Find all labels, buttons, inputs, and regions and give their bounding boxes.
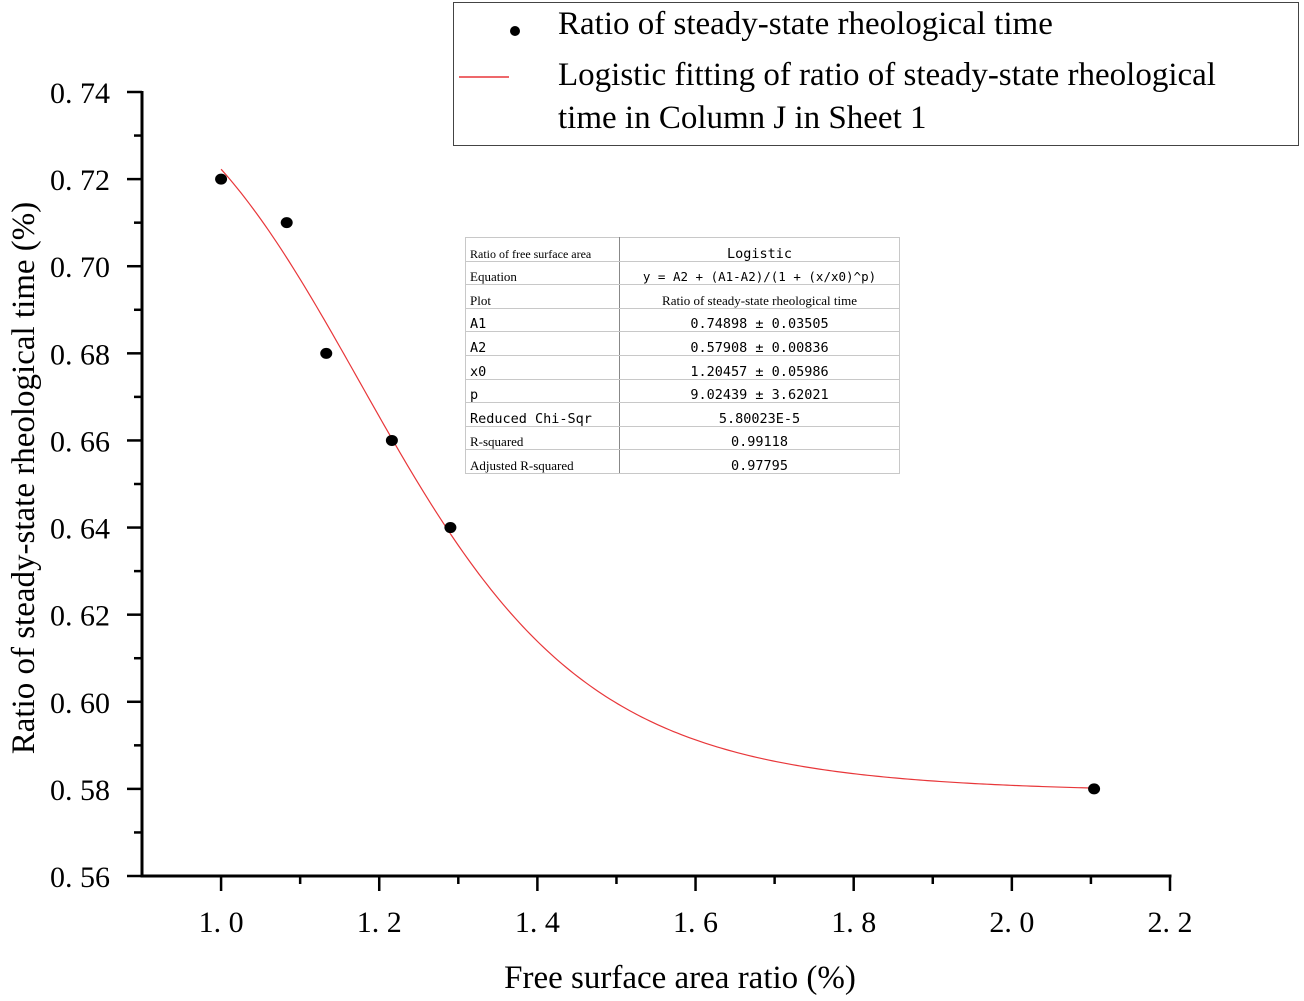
table-value: y = A2 + (A1-A2)/(1 + (x/x0)^p) xyxy=(619,260,900,286)
table-row: p 9.02439 ± 3.62021 xyxy=(465,378,900,404)
table-value: 0.74898 ± 0.03505 xyxy=(619,307,900,333)
y-tick-label: 0. 64 xyxy=(50,513,110,546)
table-value: Logistic xyxy=(619,237,900,262)
y-tick-label: 0. 56 xyxy=(50,861,110,894)
y-tick-label: 0. 68 xyxy=(50,338,110,371)
legend-scatter-label: Ratio of steady-state rheological time xyxy=(558,6,1053,42)
logistic-fit-curve xyxy=(220,168,1095,789)
x-tick-label: 1. 2 xyxy=(357,906,402,939)
x-tick-label: 1. 8 xyxy=(831,906,876,939)
data-points xyxy=(215,173,1101,795)
table-row: R-squared 0.99118 xyxy=(465,425,900,451)
data-point xyxy=(215,173,228,185)
scatter-legend-marker-icon xyxy=(510,26,520,36)
axis-tick-labels: 0. 74 0. 72 0. 70 0. 68 0. 66 0. 64 0. 62 0. 60… xyxy=(50,77,1193,939)
axis-ticks xyxy=(127,90,1172,891)
table-value: Ratio of steady-state rheological time xyxy=(619,284,900,309)
legend-fit-label-line2: time in Column J in Sheet 1 xyxy=(558,100,927,136)
table-row: Ratio of free surface area Logistic xyxy=(465,237,900,262)
table-key: Adjusted R-squared xyxy=(465,449,620,474)
y-tick-label: 0. 58 xyxy=(50,774,110,807)
table-value: 0.57908 ± 0.00836 xyxy=(619,331,900,356)
table-key: Ratio of free surface area xyxy=(465,237,620,262)
x-tick-label: 1. 6 xyxy=(673,906,718,939)
x-tick-label: 2. 2 xyxy=(1148,906,1193,939)
y-tick-label: 0. 62 xyxy=(50,600,110,633)
data-point xyxy=(444,522,457,534)
data-point xyxy=(320,347,333,359)
table-value: 9.02439 ± 3.62021 xyxy=(619,378,900,404)
table-value: 5.80023E-5 xyxy=(619,402,900,427)
data-point xyxy=(280,217,293,229)
data-point xyxy=(1088,783,1101,795)
table-key: Equation xyxy=(465,260,620,286)
table-row: A2 0.57908 ± 0.00836 xyxy=(465,331,900,356)
table-row: Equation y = A2 + (A1-A2)/(1 + (x/x0)^p) xyxy=(465,260,900,286)
table-value: 1.20457 ± 0.05986 xyxy=(619,354,900,380)
x-tick-label: 1. 4 xyxy=(515,906,560,939)
axes xyxy=(140,91,1172,878)
table-key: Reduced Chi-Sqr xyxy=(465,402,620,427)
x-tick-label: 2. 0 xyxy=(989,906,1034,939)
x-axis-label: Free surface area ratio (%) xyxy=(504,960,856,996)
legend-fit-label-line1: Logistic fitting of ratio of steady-stat… xyxy=(558,57,1216,93)
y-tick-label: 0. 66 xyxy=(50,425,110,458)
fit-results-table: Ratio of free surface area Logistic Equat… xyxy=(465,237,900,474)
y-axis-label: Ratio of steady-state rheological time (… xyxy=(6,202,42,755)
table-value: 0.99118 xyxy=(619,425,900,451)
table-value: 0.97795 xyxy=(619,449,900,474)
y-tick-label: 0. 60 xyxy=(50,687,110,720)
table-key: R-squared xyxy=(465,425,620,451)
table-key: x0 xyxy=(465,354,620,380)
data-point xyxy=(385,434,398,446)
table-row: x0 1.20457 ± 0.05986 xyxy=(465,354,900,380)
fit-legend-line-icon xyxy=(459,76,509,78)
y-tick-label: 0. 70 xyxy=(50,251,110,284)
y-tick-label: 0. 72 xyxy=(50,164,110,197)
table-row: Reduced Chi-Sqr 5.80023E-5 xyxy=(465,402,900,427)
legend: Ratio of steady-state rheological time L… xyxy=(453,2,1299,146)
table-row: Plot Ratio of steady-state rheological ti… xyxy=(465,284,900,309)
table-key: p xyxy=(465,378,620,404)
table-row: A1 0.74898 ± 0.03505 xyxy=(465,307,900,333)
table-key: Plot xyxy=(465,284,620,309)
table-key: A2 xyxy=(465,331,620,356)
x-tick-label: 1. 0 xyxy=(199,906,244,939)
y-tick-label: 0. 74 xyxy=(50,77,110,110)
table-key: A1 xyxy=(465,307,620,333)
table-row: Adjusted R-squared 0.97795 xyxy=(465,449,900,474)
